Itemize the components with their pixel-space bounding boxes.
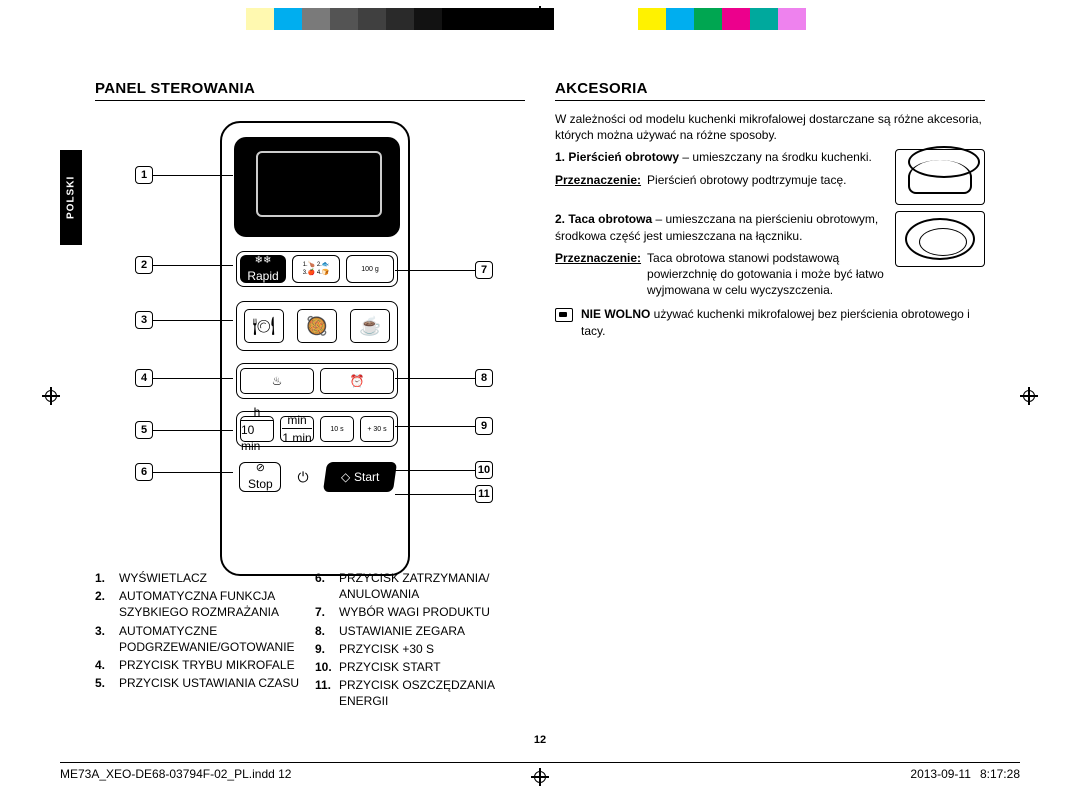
panel-row-defrost: ❄❄Rapid 1.🍗 2.🐟3.🍎 4.🍞 100 g [236,251,398,287]
ring-thumbnail [895,149,985,205]
plate-icon: 🍽 [244,309,284,343]
cup-icon: ☕ [350,309,390,343]
callout-11: 11 [475,485,493,503]
eco-button: ⏻ [288,462,318,492]
time-10s: 10 s [320,416,354,442]
legend-item: 6.PRZYCISK ZATRZYMANIA/ ANULOWANIA [315,570,525,602]
legend-item: 11.PRZYCISK OSZCZĘDZANIA ENERGII [315,677,525,709]
accessories-intro: W zależności od modelu kuchenki mikrofal… [555,111,985,143]
accessory-2: 2. Taca obrotowa – umieszczana na pierśc… [555,211,985,298]
weight-button: 100 g [346,255,394,283]
dish-icon: 🥘 [297,309,337,343]
callout-6: 6 [135,463,153,481]
callout-4: 4 [135,369,153,387]
panel-display [234,137,400,237]
panel-outline: ❄❄Rapid 1.🍗 2.🐟3.🍎 4.🍞 100 g 🍽 🥘 ☕ ♨ ⏰ h… [220,121,410,576]
language-tab: POLSKI [60,150,82,245]
legend-item: 7.WYBÓR WAGI PRODUKTU [315,604,525,620]
page-number: 12 [95,734,985,746]
callout-7: 7 [475,261,493,279]
left-column: PANEL STEROWANIA ❄❄Rapid 1.🍗 2.🐟3.🍎 4.🍞 … [95,80,525,591]
callout-3: 3 [135,311,153,329]
warning-note: NIE WOLNO używać kuchenki mikrofalowej b… [555,306,985,344]
callout-2: 2 [135,256,153,274]
legend-item: 1.WYŚWIETLACZ [95,570,305,586]
rapid-button: ❄❄Rapid [240,255,286,283]
microwave-mode-icon: ♨ [240,368,314,394]
callout-8: 8 [475,369,493,387]
page-content: PANEL STEROWANIA ❄❄Rapid 1.🍗 2.🐟3.🍎 4.🍞 … [95,80,985,760]
warning-icon [555,308,573,322]
start-button: ◇Start [323,462,397,492]
legend-item: 3.AUTOMATYCZNE PODGRZEWANIE/GOTOWANIE [95,623,305,655]
program-grid: 1.🍗 2.🐟3.🍎 4.🍞 [292,255,340,283]
callout-9: 9 [475,417,493,435]
time-h: h10 min [240,416,274,442]
time-min: min1 min [280,416,314,442]
legend-item: 8.USTAWIANIE ZEGARA [315,623,525,639]
footer-file: ME73A_XEO-DE68-03794F-02_PL.indd 12 [60,766,291,782]
panel-row-action: ⊘Stop ⏻ ◇Start [236,459,398,495]
legend-item: 4.PRZYCISK TRYBU MIKROFALE [95,657,305,673]
right-column: AKCESORIA W zależności od modelu kuchenk… [555,80,985,345]
clock-icon: ⏰ [320,368,394,394]
print-footer: ME73A_XEO-DE68-03794F-02_PL.indd 12 2013… [60,762,1020,782]
legend-item: 10.PRZYCISK START [315,659,525,675]
panel-row-autoprograms: 🍽 🥘 ☕ [236,301,398,351]
callout-1: 1 [135,166,153,184]
panel-heading: PANEL STEROWANIA [95,80,525,101]
accessory-1: 1. Pierścień obrotowy – umieszczany na ś… [555,149,985,205]
callout-10: 10 [475,461,493,479]
registration-mark [42,387,60,405]
time-30s: + 30 s [360,416,394,442]
registration-mark [531,6,549,24]
legend-item: 2.AUTOMATYCZNA FUNKCJA SZYBKIEGO ROZMRAŻ… [95,588,305,620]
control-panel-diagram: ❄❄Rapid 1.🍗 2.🐟3.🍎 4.🍞 100 g 🍽 🥘 ☕ ♨ ⏰ h… [95,111,525,591]
panel-legend: 1.WYŚWIETLACZ 2.AUTOMATYCZNA FUNKCJA SZYB… [95,570,525,712]
plate-thumbnail [895,211,985,267]
legend-item: 5.PRZYCISK USTAWIANIA CZASU [95,675,305,691]
registration-mark [1020,387,1038,405]
panel-row-mode: ♨ ⏰ [236,363,398,399]
footer-date: 2013-09-11 8:17:28 [910,766,1020,782]
accessories-heading: AKCESORIA [555,80,985,101]
callout-5: 5 [135,421,153,439]
legend-item: 9.PRZYCISK +30 S [315,641,525,657]
stop-button: ⊘Stop [239,462,281,492]
panel-row-time: h10 min min1 min 10 s + 30 s [236,411,398,447]
